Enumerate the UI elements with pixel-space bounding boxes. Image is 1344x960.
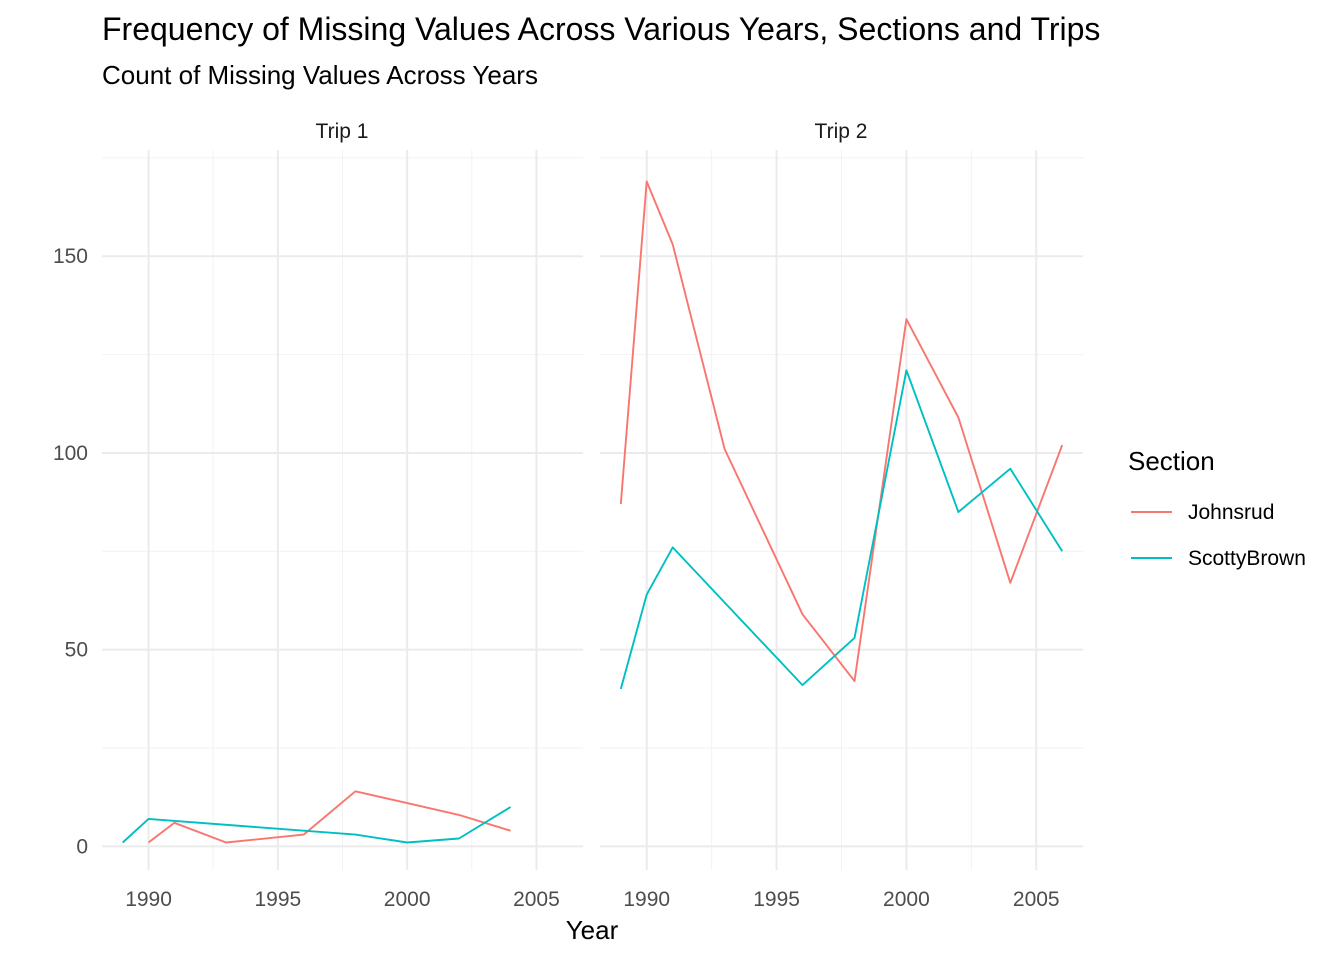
series-line-scottybrown <box>619 369 1064 690</box>
chart-title: Frequency of Missing Values Across Vario… <box>102 11 1100 47</box>
chart-subtitle: Count of Missing Values Across Years <box>102 60 538 90</box>
panel-trip-1: Trip 1 <box>122 120 512 844</box>
x-tick-label: 2005 <box>513 888 560 911</box>
x-tick-label: 2005 <box>1013 888 1060 911</box>
x-tick-label: 2000 <box>883 888 930 911</box>
series-line-johnsrud <box>619 180 1064 683</box>
legend-label: Johnsrud <box>1188 501 1274 524</box>
x-tick-label: 1995 <box>254 888 301 911</box>
x-tick-label: 1990 <box>623 888 670 911</box>
x-axis: 1990 1995 2000 2005 1990 1995 2000 2005 <box>125 888 1059 911</box>
x-tick-label: 2000 <box>384 888 431 911</box>
panel-trip-2: Trip 2 <box>619 120 1064 690</box>
panel-grid <box>102 150 583 870</box>
legend-title: Section <box>1128 446 1215 476</box>
legend-label: ScottyBrown <box>1188 547 1306 570</box>
series-line-johnsrud <box>147 790 511 844</box>
y-tick-label: 50 <box>65 639 88 662</box>
x-axis-title: Year <box>566 915 619 945</box>
y-tick-label: 150 <box>53 245 88 268</box>
y-tick-label: 100 <box>53 442 88 465</box>
x-tick-label: 1995 <box>753 888 800 911</box>
legend-item: Johnsrud <box>1131 501 1274 524</box>
y-axis: 0 50 100 150 <box>53 245 88 858</box>
y-tick-label: 0 <box>76 835 88 858</box>
x-tick-label: 1990 <box>125 888 172 911</box>
legend: Section Johnsrud ScottyBrown <box>1128 446 1306 570</box>
legend-item: ScottyBrown <box>1131 547 1306 570</box>
panel-strip-label: Trip 1 <box>316 120 369 143</box>
panel-strip-label: Trip 2 <box>815 120 868 143</box>
panel-grid <box>600 150 1083 870</box>
series-line-scottybrown <box>122 806 512 844</box>
